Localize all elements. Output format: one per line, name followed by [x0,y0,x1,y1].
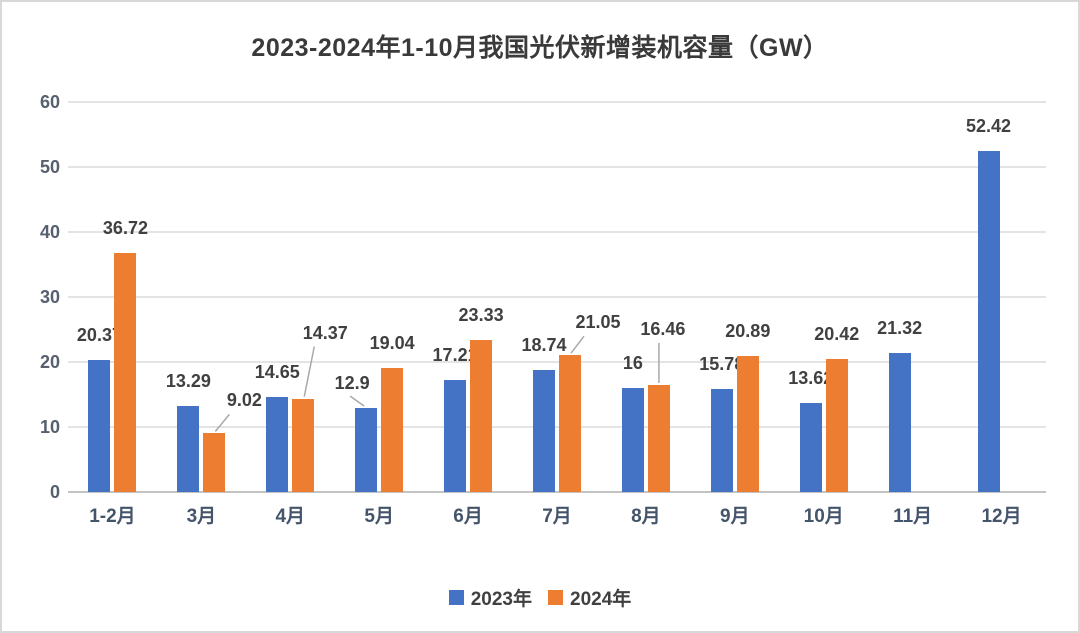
data-label: 21.05 [575,312,621,333]
data-label: 15.78 [699,354,745,375]
bar-2023年-4月 [266,396,289,492]
gridline [68,166,1046,168]
data-label: 12.9 [334,373,370,394]
legend-item-2023年: 2023年 [448,584,532,611]
bar-2023年-12月 [977,151,1000,492]
data-label: 20.37 [76,324,122,345]
gridline [68,231,1046,233]
legend-swatch-icon [448,590,464,605]
data-label: 19.04 [369,333,415,354]
data-label: 52.42 [966,116,1012,137]
gridline [68,361,1046,363]
gridline [68,101,1046,103]
legend-label: 2023年 [470,589,532,610]
bar-2024年-7月 [559,355,581,492]
x-axis-category-label: 12月 [981,506,1022,527]
x-axis-category-label: 8月 [631,506,661,527]
bar-2023年-8月 [621,388,644,492]
bar-2023年-1-2月 [88,359,111,492]
x-axis-category-label: 3月 [186,506,217,527]
y-axis-tick-label: 20 [39,352,60,372]
bar-2024年-1-2月 [114,253,137,492]
bar-2024年-8月 [647,385,670,492]
y-axis-tick-label: 30 [39,287,60,307]
bar-2023年-10月 [799,403,822,492]
data-label: 13.29 [165,370,211,391]
x-axis-category-label: 10月 [803,506,844,527]
gridline [68,296,1046,298]
data-label: 36.72 [102,218,148,239]
gridline [68,426,1046,428]
x-axis-category-label: 4月 [275,506,306,527]
bar-2024年-5月 [381,368,404,492]
data-label: 16 [622,353,643,373]
data-label: 18.74 [521,335,567,356]
legend-label: 2024年 [570,589,632,610]
x-axis-category-label: 5月 [364,506,394,527]
bar-2024年-6月 [470,340,493,492]
data-label: 17.21 [432,345,478,366]
x-axis-category-label: 11月 [893,506,933,527]
bar-2023年-9月 [710,389,733,492]
data-label: 16.46 [640,319,686,339]
legend-item-2024年: 2024年 [548,584,631,611]
x-axis-category-label: 9月 [720,506,750,527]
x-axis-category-label: 7月 [542,506,572,527]
x-axis-category-label: 6月 [453,506,483,527]
bar-2024年-4月 [292,398,315,492]
bar-2023年-5月 [355,408,378,492]
data-label: 23.33 [458,305,504,326]
data-label: 13.62 [788,368,834,389]
y-axis-tick-label: 10 [39,417,60,437]
bar-2024年-10月 [825,359,848,492]
y-axis-tick-label: 60 [39,92,60,112]
data-label: 20.89 [725,321,771,342]
bar-2023年-3月 [177,405,200,492]
y-axis-tick-label: 40 [39,222,60,242]
legend: 2023年 2024年 [2,584,1078,611]
data-label: 20.42 [814,324,860,345]
bar-2024年-9月 [736,356,759,492]
y-axis-tick-label: 0 [49,482,60,502]
bar-2023年-7月 [533,370,555,492]
data-label: 14.37 [302,322,348,343]
x-axis-line [68,491,1046,493]
x-axis-category-label: 1-2月 [89,506,136,527]
data-label: 14.65 [254,361,300,382]
data-label: 21.32 [877,318,923,339]
legend-swatch-icon [548,590,563,605]
bar-2024年-3月 [203,433,226,492]
data-label: 9.02 [226,390,262,411]
bar-2023年-11月 [888,353,911,492]
bar-2023年-6月 [444,380,467,492]
chart-title: 2023-2024年1-10月我国光伏新增装机容量（GW） [251,34,829,62]
y-axis-tick-label: 50 [39,157,60,177]
